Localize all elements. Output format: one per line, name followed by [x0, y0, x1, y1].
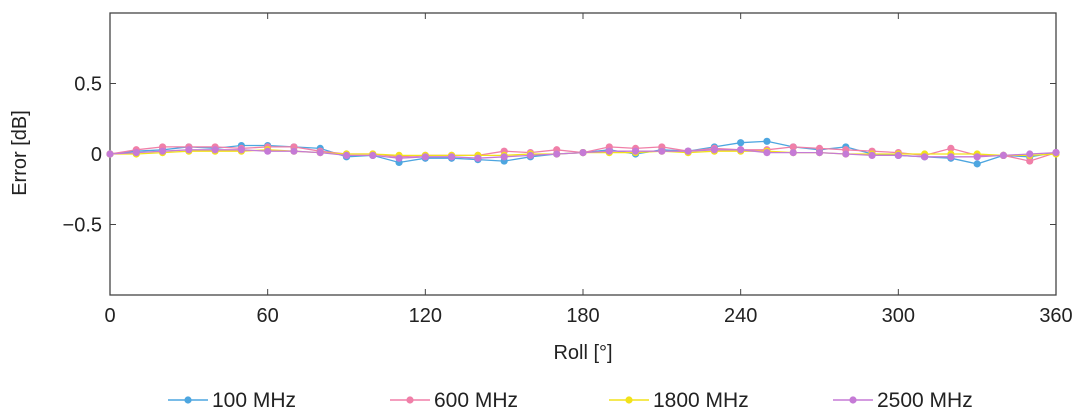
data-point-2500-mhz: [737, 146, 745, 154]
x-axis-label: Roll [°]: [553, 342, 612, 364]
data-point-100-mhz: [973, 160, 981, 168]
data-point-2500-mhz: [185, 146, 193, 154]
data-point-2500-mhz: [342, 151, 351, 160]
data-point-2500-mhz: [921, 153, 929, 161]
legend-label-1800-mhz: 1800 MHz: [653, 389, 749, 412]
legend-marker-600-mhz: [406, 396, 414, 404]
data-point-2500-mhz: [158, 147, 167, 155]
data-point-2500-mhz: [1052, 148, 1060, 157]
data-point-2500-mhz: [395, 154, 403, 162]
data-point-2500-mhz: [500, 153, 508, 161]
legend-marker-2500-mhz: [849, 396, 857, 404]
data-point-100-mhz: [763, 137, 771, 145]
data-point-2500-mhz: [369, 151, 377, 160]
data-point-100-mhz: [737, 139, 745, 147]
x-tick-label: 120: [409, 305, 442, 327]
legend-marker-100-mhz: [184, 396, 192, 404]
y-axis-label: Error [dB]: [9, 110, 31, 196]
x-tick-labels: 0 60 120 180 240 300 360: [104, 305, 1072, 327]
y-tick-label: 0.5: [74, 74, 102, 96]
data-point-2500-mhz: [448, 153, 456, 161]
x-tick-label: 360: [1039, 305, 1072, 327]
data-point-2500-mhz: [868, 151, 876, 160]
x-tick-label: 60: [257, 305, 279, 327]
data-point-2500-mhz: [106, 150, 114, 158]
y-tick-labels: 0.5 0 −0.5: [63, 74, 102, 237]
legend-label-100-mhz: 100 MHz: [212, 389, 296, 412]
data-point-2500-mhz: [290, 147, 298, 155]
data-point-2500-mhz: [211, 146, 219, 154]
data-point-600-mhz: [789, 143, 797, 151]
data-point-2500-mhz: [815, 148, 824, 157]
data-point-2500-mhz: [973, 153, 981, 161]
series-points: [106, 137, 1060, 168]
data-point-2500-mhz: [631, 147, 640, 155]
data-point-2500-mhz: [658, 147, 666, 155]
data-point-2500-mhz: [894, 151, 902, 160]
x-tick-label: 300: [882, 305, 915, 327]
legend-item-600-mhz: 600 MHz: [390, 389, 518, 412]
data-point-2500-mhz: [237, 146, 245, 154]
data-point-2500-mhz: [789, 148, 797, 157]
data-point-600-mhz: [1026, 157, 1034, 165]
data-point-2500-mhz: [710, 146, 718, 154]
legend-label-600-mhz: 600 MHz: [434, 389, 518, 412]
data-point-2500-mhz: [947, 153, 955, 161]
legend-item-100-mhz: 100 MHz: [168, 389, 296, 412]
legend: 100 MHz 600 MHz 1800 MHz 2500 MHz: [168, 389, 973, 412]
data-point-2500-mhz: [579, 148, 587, 157]
data-point-2500-mhz: [1026, 150, 1034, 158]
y-tick-label: 0: [91, 144, 102, 166]
x-tick-label: 0: [104, 305, 115, 327]
data-point-2500-mhz: [684, 147, 692, 155]
legend-marker-1800-mhz: [625, 396, 633, 404]
data-point-2500-mhz: [316, 148, 324, 157]
data-point-2500-mhz: [526, 151, 535, 160]
data-point-2500-mhz: [474, 154, 482, 162]
x-tick-label: 180: [566, 305, 599, 327]
legend-item-2500-mhz: 2500 MHz: [833, 389, 973, 412]
data-point-2500-mhz: [999, 151, 1008, 160]
data-point-2500-mhz: [763, 148, 771, 157]
legend-item-1800-mhz: 1800 MHz: [609, 389, 749, 412]
data-point-600-mhz: [947, 144, 955, 152]
legend-label-2500-mhz: 2500 MHz: [877, 389, 973, 412]
data-point-2500-mhz: [605, 147, 613, 155]
y-tick-label: −0.5: [63, 215, 102, 237]
data-point-2500-mhz: [842, 150, 850, 158]
x-tick-label: 240: [724, 305, 757, 327]
data-point-2500-mhz: [421, 153, 429, 161]
data-point-2500-mhz: [553, 150, 561, 158]
data-point-2500-mhz: [132, 148, 140, 157]
data-point-2500-mhz: [264, 147, 272, 155]
